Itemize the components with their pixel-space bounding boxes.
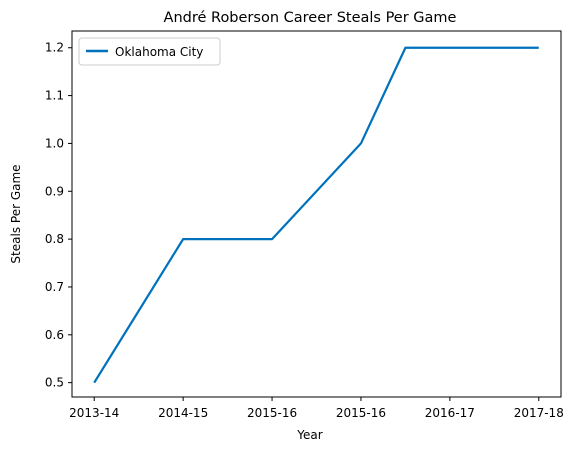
series-line-oklahoma-city <box>93 46 539 384</box>
y-tick-label: 0.7 <box>45 280 64 294</box>
y-tick-label: 0.8 <box>45 232 64 246</box>
y-tick-label: 1.1 <box>45 89 64 103</box>
y-axis-ticks: 0.5 0.6 0.7 0.8 0.9 1.0 1.1 1.2 <box>45 41 72 390</box>
y-tick-label: 1.2 <box>45 41 64 55</box>
x-tick-label: 2015-16 <box>247 406 297 420</box>
x-axis-ticks: 2013-14 2014-15 2015-16 2015-16 2016-17 2017-… <box>69 397 564 420</box>
x-tick-label: 2015-16 <box>336 406 386 420</box>
x-tick-label: 2017-18 <box>514 406 564 420</box>
x-tick-label: 2016-17 <box>425 406 475 420</box>
x-axis-label: Year <box>296 428 322 442</box>
plot-area-frame <box>71 30 562 398</box>
chart-title: André Roberson Career Steals Per Game <box>164 10 457 26</box>
legend-box <box>78 37 221 66</box>
legend: Oklahoma City <box>78 37 221 66</box>
series-layer <box>93 46 539 384</box>
legend-label-oklahoma-city: Oklahoma City <box>115 45 203 59</box>
y-axis-label: Steals Per Game <box>9 164 23 263</box>
x-tick-label: 2013-14 <box>69 406 119 420</box>
y-tick-label: 0.5 <box>45 376 64 390</box>
x-tick-label: 2014-15 <box>158 406 208 420</box>
y-tick-label: 0.9 <box>45 184 64 198</box>
y-tick-label: 1.0 <box>45 136 64 150</box>
y-tick-label: 0.6 <box>45 328 64 342</box>
